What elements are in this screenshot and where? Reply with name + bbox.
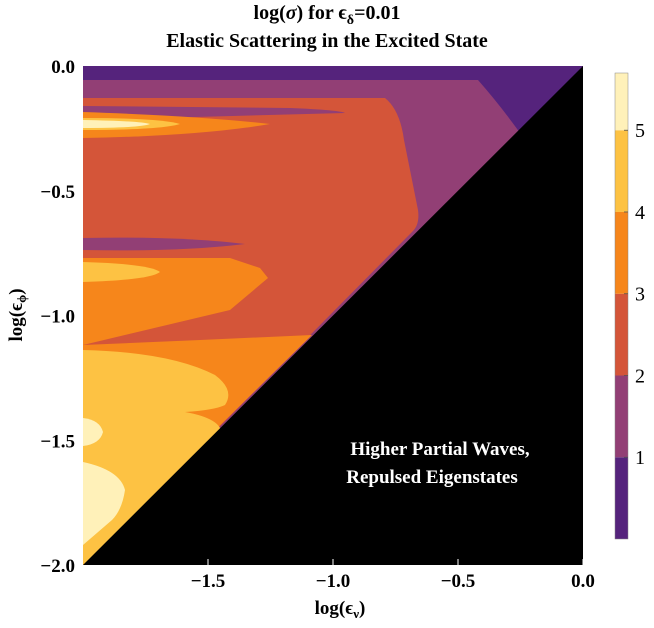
chart-title-line1: log(σ) for ϵδ=0.01 [253,2,401,28]
colorbar-level [615,293,628,376]
colorbar-level [615,130,628,212]
x-tick-label: −1.5 [191,571,226,592]
x-axis-label: log(ϵν) [315,598,366,621]
level-5-region-3 [83,462,125,545]
level-3-region [83,258,268,345]
colorbar-tick-label: 1 [635,447,645,469]
x-tick-label: 0.0 [571,571,595,592]
y-axis-label: log(ϵϕ) [6,288,29,341]
x-tick-label: −0.5 [441,571,476,592]
level-3-region-2 [83,112,270,138]
colorbar [615,73,628,539]
colorbar-frame [614,72,629,540]
x-tick-label: −1.0 [316,571,351,592]
level-4-region-2 [83,262,160,282]
level-5-region [83,120,150,128]
annotation-line2: Repulsed Eigenstates [346,467,518,488]
colorbar-tick-label: 3 [635,284,645,306]
colorbar-tick-label: 4 [635,202,645,224]
level-4-region-3 [83,350,229,565]
y-tick-label: −2.0 [40,556,75,577]
colorbar-tick-label: 2 [635,365,645,387]
plot-area [83,66,583,565]
colorbar-level [615,457,628,539]
y-axis-ticks: 0.0 −0.5 −1.0 −1.5 −2.0 [40,57,75,577]
y-tick-label: −1.0 [40,307,75,328]
annotation-line1: Higher Partial Waves, [350,439,530,460]
colorbar-level [615,375,628,458]
y-tick-label: −0.5 [40,182,75,203]
colorbar-ticks: 1 2 3 4 5 [624,120,645,469]
level-5-region-2 [83,418,103,446]
chart-title-line2: Elastic Scattering in the Excited State [166,30,488,52]
colorbar-level [615,73,628,131]
y-tick-label: 0.0 [51,57,75,78]
excluded-region [83,66,583,565]
colorbar-tick-label: 5 [635,120,645,142]
y-tick-label: −1.5 [40,431,75,452]
level-1-band-2 [83,237,245,251]
x-axis-ticks: −1.5 −1.0 −0.5 0.0 [191,559,595,592]
colorbar-level [615,211,628,294]
